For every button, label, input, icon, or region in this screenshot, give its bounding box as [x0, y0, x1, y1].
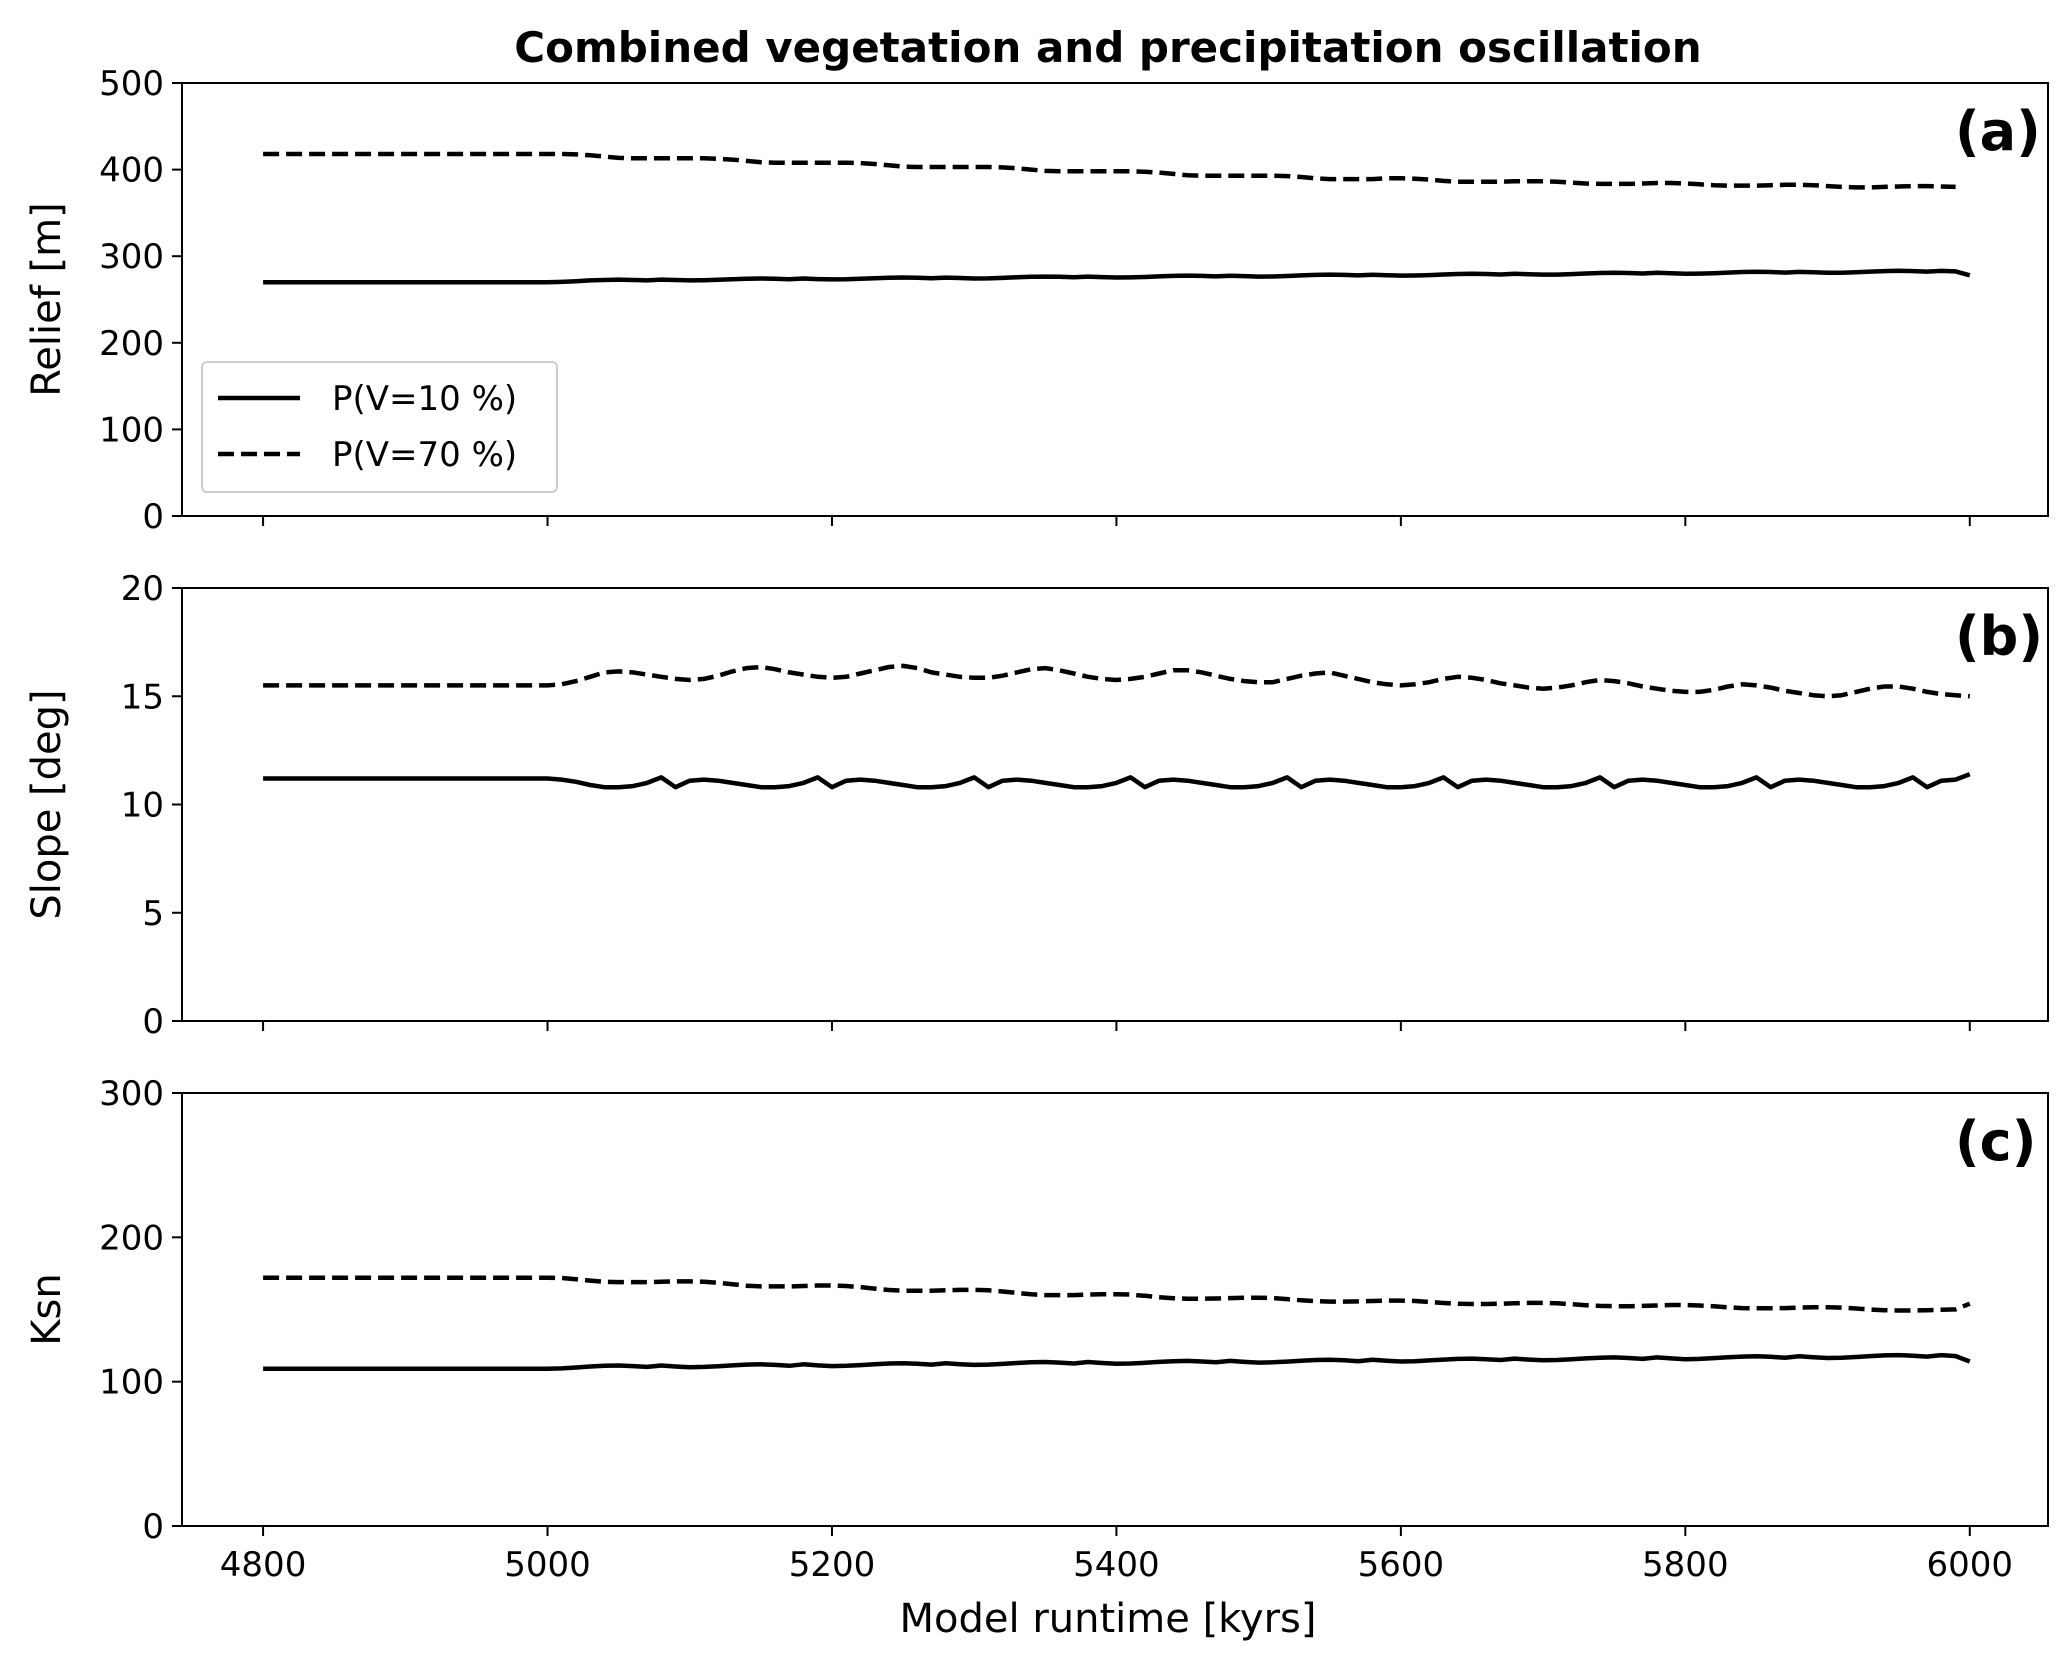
x-tick-label: 4800 — [220, 1545, 307, 1585]
series-line-v70 — [263, 151, 1956, 190]
y-tick-label: 100 — [99, 410, 164, 450]
y-axis-label: Relief [m] — [24, 202, 70, 396]
series-line-v10 — [263, 1352, 1971, 1371]
y-tick-label: 200 — [99, 1218, 164, 1258]
y-tick-label: 20 — [121, 569, 164, 609]
legend-box — [201, 361, 558, 493]
panel-tag: (a) — [1955, 100, 2041, 163]
x-tick-label: 5600 — [1358, 1545, 1445, 1585]
series-group — [263, 1275, 1971, 1371]
plot-frame — [181, 587, 2049, 1022]
x-tick-label: 5200 — [789, 1545, 876, 1585]
x-axis-label: Model runtime [kyrs] — [900, 1596, 1317, 1642]
series-line-v10 — [263, 772, 1971, 790]
panel-c: 0 100 200 300 4800 5000 5200 5400 5600 5800 6000 Ks… — [24, 1074, 2049, 1585]
y-tick-label: 0 — [142, 1507, 164, 1547]
y-axis-label: Ksn — [24, 1273, 70, 1345]
legend: P(V=10 %) P(V=70 %) — [201, 361, 558, 493]
panel-b: 0 5 10 15 20 Slope [deg] (b) — [24, 569, 2049, 1042]
y-tick-label: 0 — [142, 1002, 164, 1042]
y-tick-label: 15 — [121, 677, 164, 717]
y-axis-label: Slope [deg] — [24, 689, 70, 919]
y-tick-label: 100 — [99, 1363, 164, 1403]
y-tick-label: 10 — [121, 786, 164, 826]
x-tick-label: 5000 — [504, 1545, 591, 1585]
series-line-v10 — [263, 268, 1971, 285]
series-line-v70 — [263, 663, 1970, 699]
y-tick-label: 200 — [99, 324, 164, 364]
panel-tag: (c) — [1955, 1110, 2036, 1173]
plot-frame — [181, 82, 2049, 517]
plot-frame — [181, 1092, 2049, 1527]
x-tick-label: 6000 — [1927, 1545, 2014, 1585]
chart-title: Combined vegetation and precipitation os… — [514, 23, 1701, 72]
series-group — [263, 663, 1971, 790]
y-tick-label: 500 — [99, 64, 164, 104]
legend-label: P(V=10 %) — [332, 379, 517, 419]
x-tick-label: 5800 — [1642, 1545, 1729, 1585]
y-tick-label: 300 — [99, 1074, 164, 1114]
legend-label: P(V=70 %) — [332, 435, 517, 475]
series-line-v70 — [263, 1275, 1971, 1313]
y-tick-label: 5 — [142, 894, 164, 934]
panel-tag: (b) — [1955, 605, 2043, 668]
y-tick-label: 0 — [142, 497, 164, 537]
series-group — [263, 151, 1971, 285]
x-tick-label: 5400 — [1073, 1545, 1160, 1585]
y-tick-label: 400 — [99, 151, 164, 191]
y-tick-label: 300 — [99, 237, 164, 277]
